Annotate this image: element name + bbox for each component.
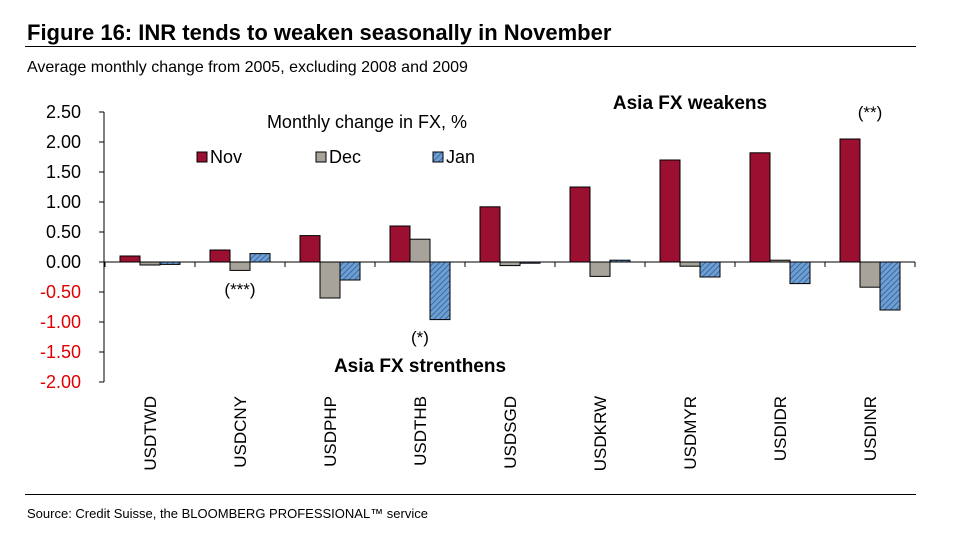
bar-nov-usdidr <box>749 152 771 263</box>
bar-nov-usdkrw <box>569 186 591 263</box>
annotation-3: (**) <box>858 103 883 122</box>
annotation-2: (*) <box>411 328 429 347</box>
figure-title: Figure 16: INR tends to weaken seasonall… <box>27 20 612 45</box>
bar-nov-usdthb <box>389 225 411 263</box>
bar-nov-usdcny <box>209 249 231 263</box>
bar-dec-usdcny <box>229 261 251 271</box>
axes-layer <box>99 111 916 383</box>
legend-label-nov: Nov <box>210 147 242 167</box>
bar-nov-usdsgd <box>479 206 501 263</box>
bar-nov-usdinr <box>839 138 861 263</box>
bar-jan-usdphp <box>339 261 361 281</box>
x-tick-label-usdthb: USDTHB <box>411 396 430 466</box>
x-tick-label-usdidr: USDIDR <box>771 396 790 461</box>
legend-label-dec: Dec <box>329 147 361 167</box>
labels-layer: 2.50 2.00 1.50 1.00 0.50 0.00 -0.50 -1.00 -1.50 -… <box>40 93 882 471</box>
bar-dec-usdthb <box>409 238 431 263</box>
annotation-4: Asia FX weakens <box>613 93 767 114</box>
legend-swatch-jan <box>432 151 444 163</box>
x-tick-label-usdcny: USDCNY <box>231 396 250 468</box>
annotation-5: Asia FX strenthens <box>334 356 506 377</box>
bar-dec-usdphp <box>319 261 341 299</box>
y-tick-label: 2.00 <box>46 132 81 152</box>
bars-layer <box>119 138 901 321</box>
bar-jan-usdmyr <box>699 261 721 278</box>
bar-nov-usdtwd <box>119 255 141 263</box>
chart-title: Monthly change in FX, % <box>267 112 467 132</box>
source-rule <box>25 494 916 495</box>
legend-label-jan: Jan <box>446 147 475 167</box>
x-tick-label-usdmyr: USDMYR <box>681 396 700 470</box>
y-tick-label: -1.00 <box>40 312 81 332</box>
bar-nov-usdmyr <box>659 159 681 263</box>
y-tick-label: -0.50 <box>40 282 81 302</box>
y-tick-label: 0.50 <box>46 222 81 242</box>
x-tick-label-usdkrw: USDKRW <box>591 396 610 471</box>
title-rule <box>25 46 916 47</box>
bar-jan-usdthb <box>429 261 451 321</box>
y-tick-label: -2.00 <box>40 372 81 392</box>
bar-jan-usdidr <box>789 261 811 285</box>
bar-dec-usdmyr <box>679 261 701 267</box>
y-tick-label: 1.00 <box>46 192 81 212</box>
y-tick-label: 0.00 <box>46 252 81 272</box>
x-tick-label-usdphp: USDPHP <box>321 396 340 467</box>
bar-dec-usdsgd <box>499 261 521 267</box>
bar-nov-usdphp <box>299 235 321 263</box>
bar-dec-usdinr <box>859 261 881 288</box>
bar-jan-usdcny <box>249 253 271 263</box>
y-tick-label: -1.50 <box>40 342 81 362</box>
x-tick-label-usdinr: USDINR <box>861 396 880 461</box>
bar-dec-usdkrw <box>589 261 611 277</box>
figure-source: Source: Credit Suisse, the BLOOMBERG PRO… <box>27 506 428 521</box>
x-tick-label-usdsgd: USDSGD <box>501 396 520 469</box>
y-tick-label: 2.50 <box>46 102 81 122</box>
y-tick-label: 1.50 <box>46 162 81 182</box>
annotation-1: (***) <box>224 280 255 299</box>
legend-swatch-nov <box>196 151 208 163</box>
bar-jan-usdinr <box>879 261 901 311</box>
figure-subtitle: Average monthly change from 2005, exclud… <box>27 59 468 76</box>
x-tick-label-usdtwd: USDTWD <box>141 396 160 471</box>
legend-swatch-dec <box>315 151 327 163</box>
